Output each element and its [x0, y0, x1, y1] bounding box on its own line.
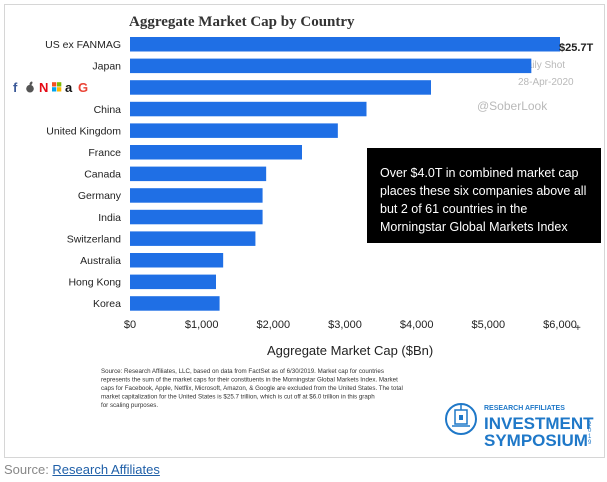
x-tick-label: $0	[124, 319, 136, 331]
category-label: Korea	[93, 298, 121, 310]
bar-10	[130, 253, 224, 268]
x-axis-ticks: $0 $1,000 $2,000 $3,000 $4,000 $5,000 $6,000	[124, 319, 577, 331]
amazon-icon: a	[65, 80, 73, 95]
category-label: Germany	[78, 190, 122, 202]
watermark-handle: @SoberLook	[477, 99, 548, 113]
source-link[interactable]: Research Affiliates	[52, 462, 160, 477]
logo-emblem-icon	[445, 403, 477, 435]
chart-svg: Aggregate Market Cap by Country Posted o…	[13, 14, 601, 450]
x-tick-label: $6,000	[543, 319, 577, 331]
x-tick-label: $3,000	[328, 319, 362, 331]
source-prefix: Source:	[4, 462, 53, 477]
google-icon: G	[78, 80, 88, 95]
x-axis-label: Aggregate Market Cap ($Bn)	[267, 343, 433, 358]
bar-value-label: $25.7T	[559, 42, 594, 54]
bar-7	[130, 188, 263, 203]
apple-icon	[26, 81, 34, 93]
footnote: Source: Research Affiliates, LLC, based …	[101, 368, 403, 409]
category-label: Canada	[84, 169, 121, 181]
bar-2	[130, 80, 431, 95]
callout-box: Over $4.0T in combined market cap places …	[367, 148, 601, 243]
category-label: Hong Kong	[68, 277, 121, 289]
bars-group	[130, 37, 560, 311]
category-label: US ex FANMAG	[45, 39, 121, 51]
category-labels: US ex FANMAG Japan China United Kingdom Fran…	[45, 39, 122, 310]
category-label: France	[88, 147, 121, 159]
bar-12	[130, 296, 220, 311]
category-label: China	[94, 104, 122, 116]
bar-1	[130, 58, 532, 74]
logo-line2: INVESTMENT	[484, 414, 594, 433]
chart-title: Aggregate Market Cap by Country	[129, 14, 355, 30]
category-label: Japan	[92, 61, 121, 73]
bar-11	[130, 274, 216, 290]
bar-5	[130, 145, 302, 160]
chart-frame: Aggregate Market Cap by Country Posted o…	[4, 4, 605, 458]
category-label: Switzerland	[67, 233, 121, 245]
logo-line1: RESEARCH AFFILIATES	[484, 405, 565, 412]
facebook-icon: f	[13, 80, 18, 95]
callout-text: Over $4.0T in combined market cap places …	[380, 166, 586, 234]
bar-9	[130, 231, 256, 246]
bar-4	[130, 123, 338, 138]
netflix-icon: N	[39, 80, 48, 95]
bar-8	[130, 209, 263, 225]
category-label: United Kingdom	[46, 125, 121, 137]
x-tick-label: $2,000	[257, 319, 291, 331]
watermark-date: 28-Apr-2020	[518, 77, 574, 88]
x-tick-label: $1,000	[185, 319, 219, 331]
category-label: Australia	[80, 255, 121, 267]
bar-0	[130, 37, 560, 52]
category-label: India	[98, 212, 121, 224]
microsoft-icon	[52, 82, 62, 92]
investment-symposium-logo: RESEARCH AFFILIATES INVESTMENT SYMPOSIUM…	[445, 403, 594, 450]
x-tick-label: $5,000	[472, 319, 506, 331]
logo-line3: SYMPOSIUM	[484, 431, 588, 450]
page-source: Source: Research Affiliates	[4, 462, 160, 477]
bar-3	[130, 101, 367, 117]
bar-6	[130, 166, 267, 182]
x-tick-label: $4,000	[400, 319, 434, 331]
axis-corner-plus: +	[575, 323, 581, 334]
